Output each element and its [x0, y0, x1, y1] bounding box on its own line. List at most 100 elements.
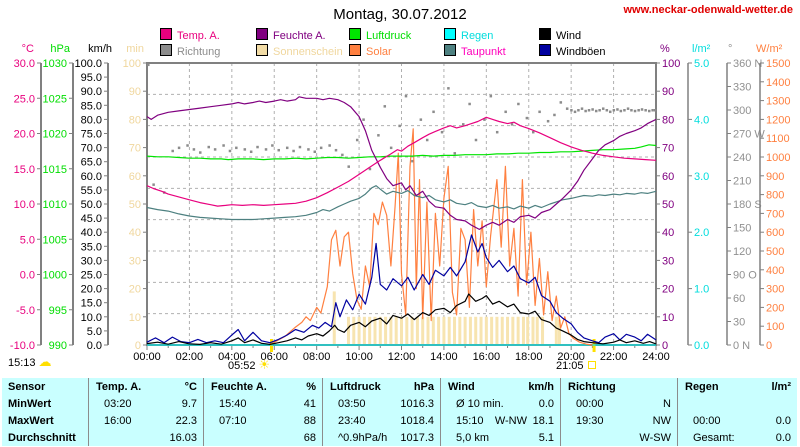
- table-col-title: Temp. A.: [96, 381, 142, 393]
- svg-text:0 N: 0 N: [733, 340, 750, 352]
- svg-text:1025: 1025: [43, 93, 67, 105]
- svg-text:15.0: 15.0: [81, 298, 102, 310]
- svg-text:14:00: 14:00: [430, 351, 458, 363]
- legend-swatch: [444, 28, 456, 40]
- svg-text:3.0: 3.0: [694, 171, 709, 183]
- legend-item-feuchte-a-: Feuchte A.: [256, 28, 326, 42]
- svg-text:08:00: 08:00: [303, 351, 331, 363]
- table-col-wind: Wind km/h Ø 10 min. 0.0 15:10 W-NW 18.1 5,0 km 5…: [440, 378, 561, 446]
- svg-text:20.0: 20.0: [81, 284, 102, 296]
- table-cell-value: 16.03: [169, 432, 197, 444]
- svg-text:20: 20: [662, 284, 674, 296]
- legend-swatch: [444, 44, 456, 56]
- legend-item-taupunkt: Taupunkt: [444, 44, 506, 58]
- svg-text:4.0: 4.0: [694, 114, 709, 126]
- svg-text:30.0: 30.0: [81, 255, 102, 267]
- sun-icon: ☀: [258, 357, 271, 372]
- svg-text:330: 330: [733, 82, 751, 94]
- table-col-unit: km/h: [528, 381, 554, 393]
- table-col-richtung: Richtung 00:00 N 19:30 NW W-SW: [560, 378, 678, 446]
- legend-swatch: [349, 28, 361, 40]
- svg-text:200: 200: [766, 302, 784, 314]
- svg-text:1000: 1000: [766, 152, 790, 164]
- svg-text:270 W: 270 W: [733, 129, 765, 141]
- legend-item-windb-en: Windböen: [539, 44, 606, 58]
- svg-text:24:00: 24:00: [642, 351, 670, 363]
- svg-text:1010: 1010: [43, 199, 67, 211]
- table-cell-time: 07:10: [219, 415, 247, 427]
- svg-text:600: 600: [766, 227, 784, 239]
- table-col-title: Regen: [685, 381, 719, 393]
- legend-label: Richtung: [177, 46, 221, 58]
- table-cell-time: 5,0 km: [456, 432, 490, 444]
- table-cell-time: 23:40: [338, 415, 366, 427]
- svg-text:500: 500: [766, 246, 784, 258]
- svg-text:5.0: 5.0: [694, 58, 709, 70]
- svg-text:22:00: 22:00: [600, 351, 628, 363]
- svg-text:02:00: 02:00: [176, 351, 204, 363]
- svg-text:50.0: 50.0: [81, 199, 102, 211]
- table-col-sensor: Sensor MinWert MaxWert Durchschnitt: [2, 378, 88, 446]
- table-cell-time: 15:40: [219, 398, 247, 410]
- table-cell-value: 22.3: [175, 415, 197, 427]
- table-col-unit: %: [306, 381, 316, 393]
- series-windb-en: [146, 234, 657, 344]
- table-col-title: Feuchte A.: [211, 381, 267, 393]
- table-cell-value: 41: [303, 398, 316, 410]
- svg-text:90: 90: [662, 86, 674, 98]
- svg-text:40.0: 40.0: [81, 227, 102, 239]
- sunrise-time-label: 05:52: [228, 360, 256, 372]
- svg-text:0: 0: [135, 340, 141, 352]
- svg-text:1020: 1020: [43, 129, 67, 141]
- site-link[interactable]: www.neckar-odenwald-wetter.de: [623, 4, 793, 16]
- legend-swatch: [349, 44, 361, 56]
- table-cell-time: 15:10: [456, 415, 484, 427]
- svg-text:00:00: 00:00: [133, 351, 161, 363]
- svg-text:300: 300: [766, 284, 784, 296]
- table-cell-value: 5.1: [538, 432, 554, 444]
- page-title: Montag, 30.07.2012: [333, 6, 467, 23]
- svg-text:990: 990: [49, 340, 67, 352]
- svg-text:10: 10: [662, 312, 674, 324]
- svg-text:995: 995: [49, 305, 67, 317]
- svg-text:12:00: 12:00: [388, 351, 416, 363]
- series-temp-a-: [146, 116, 657, 207]
- svg-text:30: 30: [662, 255, 674, 267]
- legend-item-luftdruck: Luftdruck: [349, 28, 411, 42]
- svg-text:06:00: 06:00: [260, 351, 288, 363]
- svg-text:20: 20: [129, 284, 141, 296]
- legend-item-wind: Wind: [539, 28, 581, 42]
- legend-item-richtung: Richtung: [160, 44, 221, 58]
- legend-item-solar: Solar: [349, 44, 392, 58]
- legend-label: Temp. A.: [177, 30, 220, 42]
- svg-text:300: 300: [733, 105, 751, 117]
- svg-text:360 N: 360 N: [733, 58, 762, 70]
- svg-text:800: 800: [766, 190, 784, 202]
- svg-text:90.0: 90.0: [81, 86, 102, 98]
- legend-swatch: [256, 28, 268, 40]
- table-cell-time: 00:00: [576, 398, 604, 410]
- svg-text:10:00: 10:00: [345, 351, 373, 363]
- svg-text:1.0: 1.0: [694, 284, 709, 296]
- table-row-label: Durchschnitt: [8, 432, 76, 444]
- svg-text:70.0: 70.0: [81, 143, 102, 155]
- svg-text:65.0: 65.0: [81, 157, 102, 169]
- table-cell-time: 00:00: [693, 415, 721, 427]
- axis-min: 0 10 20 30 40 50 60 70 80 90 100 min: [123, 43, 147, 352]
- svg-text:30.0: 30.0: [14, 58, 35, 70]
- svg-text:25.0: 25.0: [81, 270, 102, 282]
- svg-text:75.0: 75.0: [81, 129, 102, 141]
- svg-text:20:00: 20:00: [557, 351, 585, 363]
- table-row-label: MinWert: [8, 398, 52, 410]
- svg-text:5.0: 5.0: [87, 326, 102, 338]
- svg-text:80: 80: [662, 114, 674, 126]
- legend-label: Feuchte A.: [273, 30, 326, 42]
- svg-text:60: 60: [129, 171, 141, 183]
- svg-text:1500: 1500: [766, 58, 790, 70]
- svg-text:150: 150: [733, 223, 751, 235]
- table-col-unit: l/m²: [771, 381, 791, 393]
- svg-text:1300: 1300: [766, 96, 790, 108]
- weather-chart: -10.0 -5.0 0.0 5.0 10.0 15.0 20.0 25.0 30.0 °C 990…: [10, 43, 791, 363]
- svg-text:2.0: 2.0: [694, 227, 709, 239]
